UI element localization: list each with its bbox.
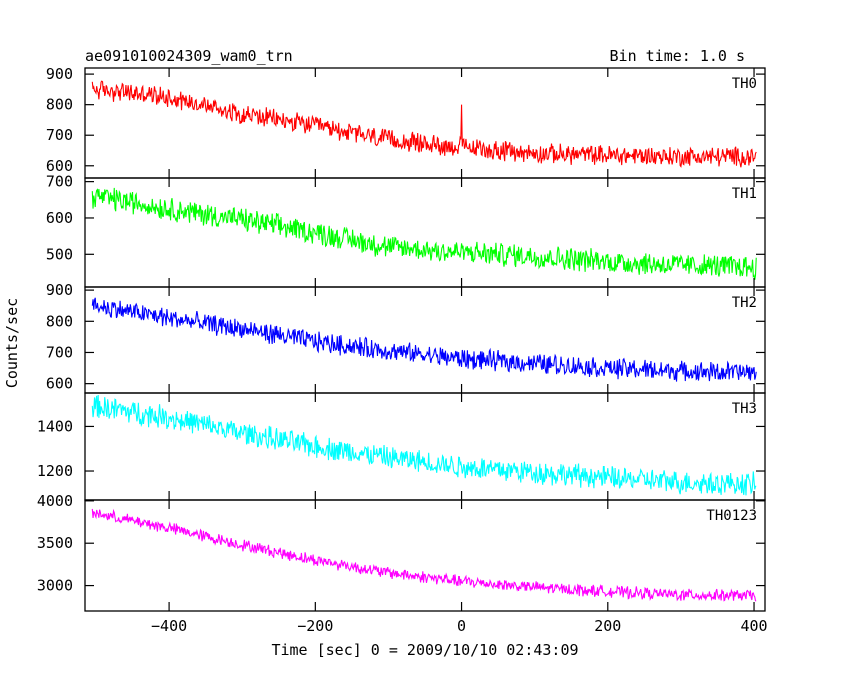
x-tick-label: 200 bbox=[594, 617, 621, 635]
panel-label: TH2 bbox=[732, 295, 757, 311]
y-tick-label: 700 bbox=[46, 126, 73, 144]
chart-title: ae091010024309_wam0_trn bbox=[85, 47, 293, 65]
x-tick-label: −200 bbox=[297, 617, 333, 635]
series-th0 bbox=[91, 80, 757, 168]
panel-frame bbox=[84, 499, 766, 612]
panel-label: TH0 bbox=[732, 76, 757, 92]
panels-group: 600700800900TH0500600700TH1600700800900T… bbox=[37, 65, 766, 612]
y-tick-label: 3500 bbox=[37, 534, 73, 552]
panel-th0: 600 700 800 900 TH0 bbox=[46, 65, 766, 179]
panel-th0123: 3000 3500 4000 TH0123 bbox=[37, 492, 766, 612]
y-tick-label: 700 bbox=[46, 343, 73, 361]
y-tick-label: 600 bbox=[46, 209, 73, 227]
series-th1 bbox=[91, 187, 757, 280]
y-tick-label: 1200 bbox=[37, 462, 73, 480]
panel-frame bbox=[84, 67, 766, 179]
y-tick-label: 500 bbox=[46, 245, 73, 263]
bin-time-label: Bin time: 1.0 s bbox=[610, 47, 745, 65]
x-tick-label: −400 bbox=[151, 617, 187, 635]
panel-label: TH3 bbox=[732, 401, 757, 417]
x-axis-label: Time [sec] 0 = 2009/10/10 02:43:09 bbox=[271, 641, 578, 659]
y-tick-label: 4000 bbox=[37, 492, 73, 510]
series-th0123 bbox=[91, 508, 757, 602]
y-tick-label: 3000 bbox=[37, 577, 73, 595]
y-tick-label: 700 bbox=[46, 173, 73, 191]
y-tick-label: 800 bbox=[46, 312, 73, 330]
y-tick-label: 900 bbox=[46, 281, 73, 299]
panel-label: TH0123 bbox=[706, 508, 757, 524]
x-tick-label: 0 bbox=[457, 617, 466, 635]
y-tick-label: 900 bbox=[46, 65, 73, 83]
series-th3 bbox=[91, 394, 757, 496]
x-tick-label: 400 bbox=[740, 617, 767, 635]
panel-label: TH1 bbox=[732, 186, 757, 202]
panel-th1: 500 600 700 TH1 bbox=[46, 173, 766, 288]
y-axis-label: Counts/sec bbox=[3, 298, 21, 388]
panel-frame bbox=[84, 177, 766, 288]
panel-frame bbox=[84, 286, 766, 394]
y-tick-label: 800 bbox=[46, 96, 73, 114]
series-th2 bbox=[91, 297, 757, 382]
y-tick-label: 600 bbox=[46, 157, 73, 175]
y-tick-label: 1400 bbox=[37, 417, 73, 435]
panel-frame bbox=[84, 392, 766, 501]
panel-th3: 1200 1400 TH3 bbox=[37, 392, 766, 501]
panel-th2: 600 700 800 900 TH2 bbox=[46, 281, 766, 394]
x-axis-ticks: −400 −200 0 200 400 bbox=[151, 617, 768, 635]
y-tick-label: 600 bbox=[46, 375, 73, 393]
